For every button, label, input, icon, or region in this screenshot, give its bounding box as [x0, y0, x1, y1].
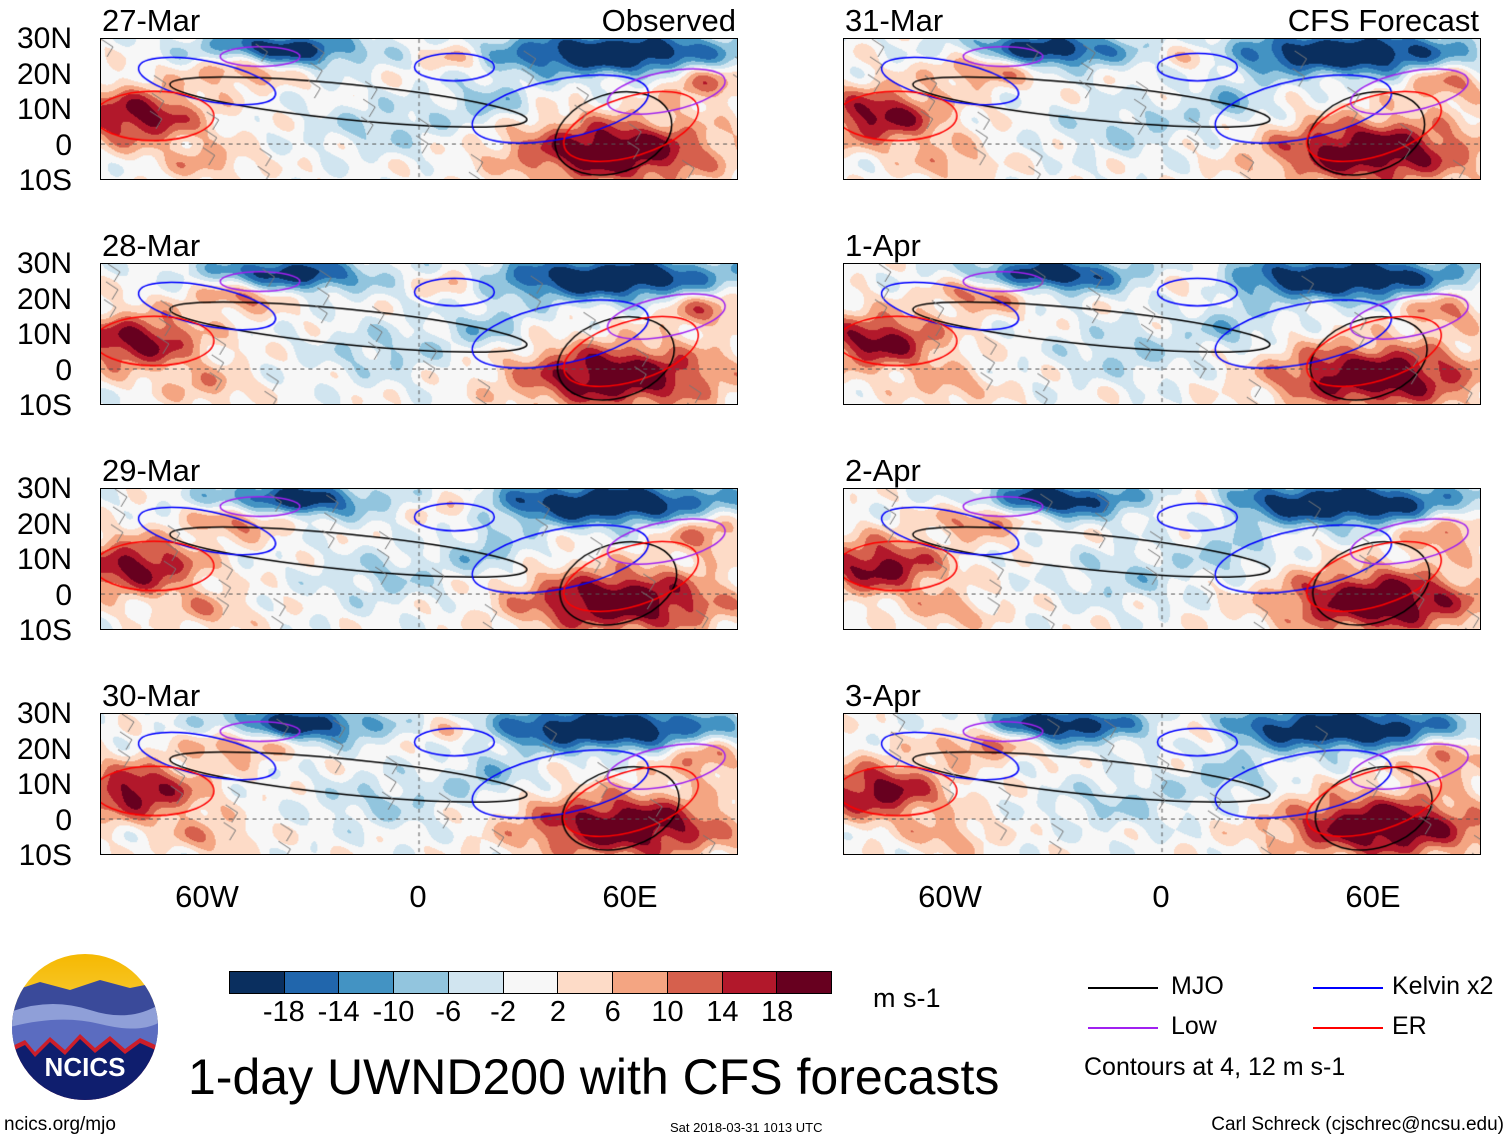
colorbar-swatch [777, 972, 832, 993]
panel-date: 3-Apr [845, 678, 921, 713]
colorbar-label: 18 [761, 996, 794, 1028]
lat-tick-label: 30N [16, 22, 72, 55]
colorbar-label: -18 [262, 996, 305, 1028]
lat-tick-label: 20N [16, 732, 72, 766]
lat-tick-label: 10N [16, 318, 72, 351]
lat-tick-label: 0 [55, 578, 72, 612]
legend-line-mjo [1088, 987, 1158, 989]
panel-source-label: CFS Forecast [1287, 3, 1479, 38]
colorbar-swatch [394, 972, 449, 993]
lat-tick-label: 0 [55, 353, 72, 387]
panel-date: 2-Apr [845, 453, 921, 488]
footer-timestamp: Sat 2018-03-31 1013 UTC [670, 1120, 823, 1135]
lat-tick-label: 20N [16, 507, 72, 541]
footer-url[interactable]: ncics.org/mjo [4, 1114, 116, 1135]
colorbar-swatch [448, 972, 504, 993]
legend-line-kelvin [1313, 987, 1383, 989]
lon-tick-label: 60W [918, 879, 982, 914]
map-panel [843, 713, 1481, 855]
colorbar-label: 14 [706, 996, 739, 1028]
panel-date: 28-Mar [102, 228, 201, 263]
map-panel [843, 38, 1481, 180]
lat-tick-label: 10N [16, 768, 72, 801]
colorbar-swatch [339, 972, 395, 993]
ncics-logo: NCICS [12, 954, 158, 1100]
map-panel [843, 263, 1481, 405]
lat-tick-label: 10N [16, 93, 72, 126]
panel-date: 29-Mar [102, 453, 201, 488]
colorbar-label: 6 [604, 996, 621, 1028]
legend-line-low [1088, 1027, 1158, 1029]
colorbar-swatch [722, 972, 778, 993]
colorbar-swatch [284, 972, 340, 993]
lat-tick-label: 30N [16, 247, 72, 280]
figure-title: 1-day UWND200 with CFS forecasts [188, 1049, 1000, 1105]
colorbar-label: 2 [549, 996, 566, 1028]
lon-tick-label: 0 [409, 879, 427, 914]
lat-tick-label: 0 [55, 128, 72, 162]
map-panel [100, 488, 738, 630]
legend-label-low: Low [1171, 1012, 1217, 1040]
lon-tick-label: 0 [1152, 879, 1170, 914]
legend-label-kelvin: Kelvin x2 [1392, 972, 1494, 1000]
lat-tick-label: 30N [16, 472, 72, 505]
colorbar-swatch [558, 972, 614, 993]
lat-tick-label: 20N [16, 57, 72, 91]
map-panel [843, 488, 1481, 630]
panel-date: 30-Mar [102, 678, 201, 713]
colorbar-label: 10 [651, 996, 684, 1028]
colorbar-units: m s-1 [873, 983, 941, 1013]
footer-credit: Carl Schreck (cjschrec@ncsu.edu) [1211, 1114, 1504, 1135]
lat-tick-label: 10S [18, 839, 72, 872]
legend-line-er [1313, 1027, 1383, 1029]
lat-tick-label: 20N [16, 282, 72, 316]
lon-tick-label: 60E [1345, 879, 1401, 914]
colorbar-label: -14 [317, 996, 360, 1028]
lat-tick-label: 30N [16, 697, 72, 730]
map-panel [100, 713, 738, 855]
map-panel [100, 263, 738, 405]
colorbar-swatch [613, 972, 668, 993]
panel-date: 31-Mar [845, 3, 944, 38]
panel-source-label: Observed [601, 3, 736, 38]
map-panel [100, 38, 738, 180]
panel-date: 1-Apr [845, 228, 921, 263]
colorbar-swatch [230, 972, 285, 993]
panel-date: 27-Mar [102, 3, 201, 38]
lat-tick-label: 10S [18, 614, 72, 647]
legend-label-er: ER [1392, 1012, 1427, 1040]
colorbar-label: -6 [435, 996, 462, 1028]
contour-note: Contours at 4, 12 m s-1 [1084, 1053, 1346, 1081]
lat-tick-label: 10S [18, 389, 72, 422]
lon-tick-label: 60E [602, 879, 658, 914]
colorbar-label: -2 [490, 996, 516, 1028]
lon-tick-label: 60W [175, 879, 239, 914]
lat-tick-label: 10S [18, 164, 72, 197]
lat-tick-label: 10N [16, 543, 72, 576]
legend-label-mjo: MJO [1171, 972, 1224, 1000]
colorbar-swatch [503, 972, 559, 993]
logo-text: NCICS [45, 1052, 126, 1082]
colorbar-swatch [667, 972, 723, 993]
colorbar-label: -10 [372, 996, 415, 1028]
lat-tick-label: 0 [55, 803, 72, 837]
